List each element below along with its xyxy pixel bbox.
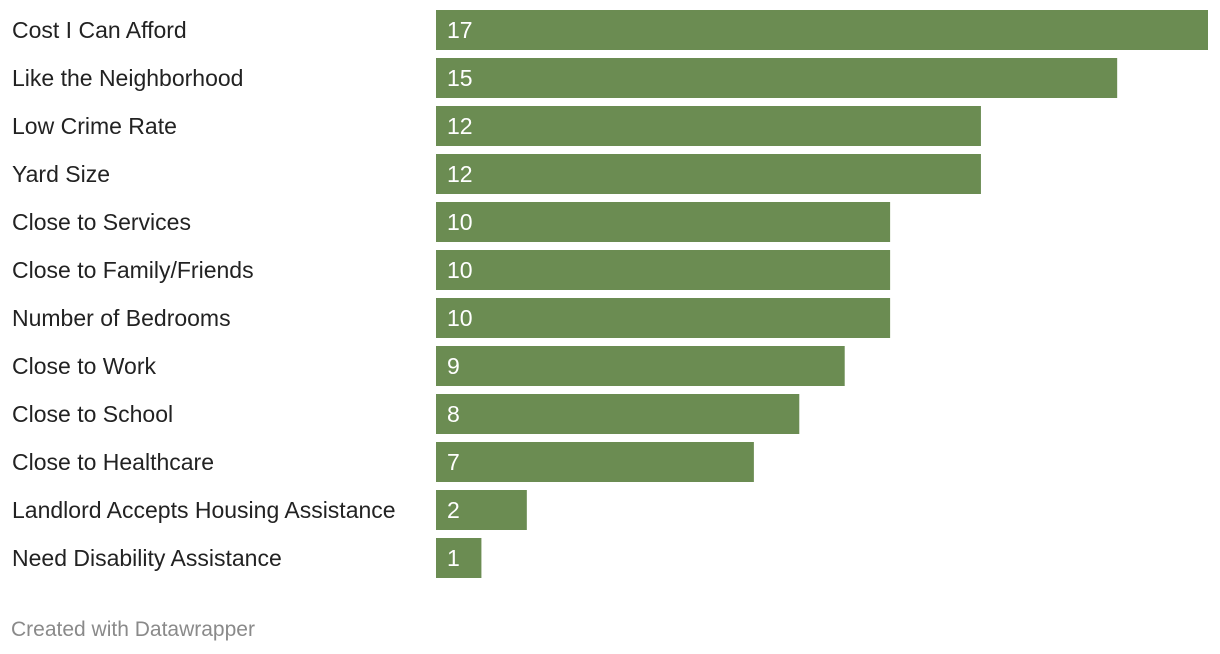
bar-value-label: 17: [447, 17, 473, 43]
category-label: Need Disability Assistance: [12, 545, 282, 571]
bar: [436, 490, 527, 530]
category-label: Cost I Can Afford: [12, 17, 187, 43]
bar: [436, 202, 891, 242]
bar-value-label: 8: [447, 401, 460, 427]
bar: [436, 298, 891, 338]
bar-row: Low Crime Rate 12: [12, 106, 981, 146]
datawrapper-credit[interactable]: Created with Datawrapper: [11, 618, 255, 641]
bar-value-label: 15: [447, 65, 473, 91]
bar: [436, 538, 482, 578]
bar: [436, 10, 1208, 50]
bar-row: Close to Healthcare 7: [12, 442, 754, 482]
bar-row: Need Disability Assistance 1: [12, 538, 482, 578]
bar: [436, 106, 981, 146]
bar-row: Close to School 8: [12, 394, 800, 434]
category-label: Landlord Accepts Housing Assistance: [12, 497, 396, 523]
bar-value-label: 1: [447, 545, 460, 571]
bar-value-label: 10: [447, 257, 473, 283]
category-label: Close to Healthcare: [12, 449, 214, 475]
category-label: Like the Neighborhood: [12, 65, 243, 91]
bar-value-label: 2: [447, 497, 460, 523]
bar: [436, 442, 754, 482]
bar-value-label: 10: [447, 209, 473, 235]
bar: [436, 250, 891, 290]
bar: [436, 154, 981, 194]
bar-row: Close to Work 9: [12, 346, 845, 386]
category-label: Close to Family/Friends: [12, 257, 254, 283]
bar-row: Yard Size 12: [12, 154, 981, 194]
bar-value-label: 10: [447, 305, 473, 331]
category-label: Close to School: [12, 401, 173, 427]
bar-row: Cost I Can Afford 17: [12, 10, 1208, 50]
bar-row: Close to Services 10: [12, 202, 891, 242]
bar-value-label: 9: [447, 353, 460, 379]
category-label: Close to Services: [12, 209, 191, 235]
bar-value-label: 12: [447, 113, 473, 139]
category-label: Low Crime Rate: [12, 113, 177, 139]
bar: [436, 346, 845, 386]
category-label: Yard Size: [12, 161, 110, 187]
bar-row: Number of Bedrooms 10: [12, 298, 891, 338]
bar-row: Landlord Accepts Housing Assistance 2: [12, 490, 527, 530]
bar: [436, 394, 800, 434]
category-label: Number of Bedrooms: [12, 305, 231, 331]
bar: [436, 58, 1118, 98]
bar-row: Like the Neighborhood 15: [12, 58, 1118, 98]
bar-value-label: 12: [447, 161, 473, 187]
bar-row: Close to Family/Friends 10: [12, 250, 891, 290]
bar-value-label: 7: [447, 449, 460, 475]
category-label: Close to Work: [12, 353, 157, 379]
